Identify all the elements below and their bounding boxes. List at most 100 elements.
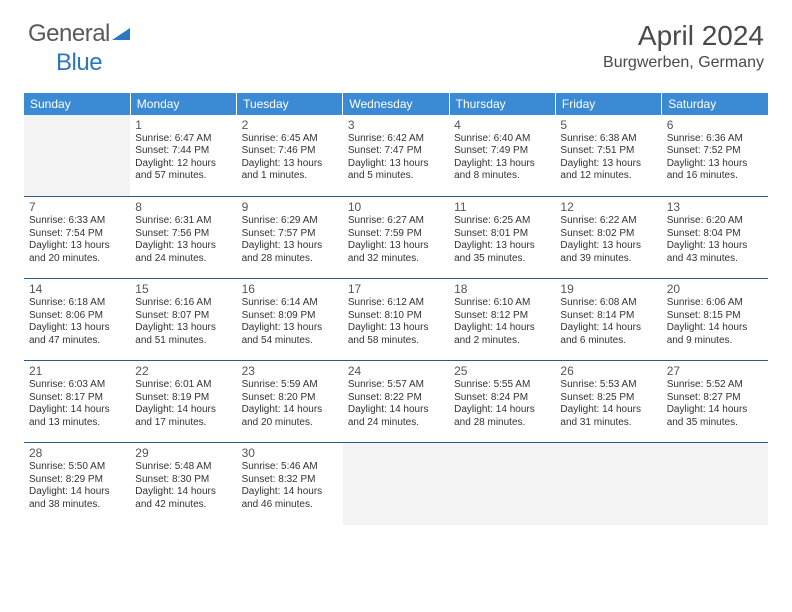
day-info: Sunrise: 6:18 AMSunset: 8:06 PMDaylight:… xyxy=(29,297,125,347)
calendar-cell xyxy=(662,443,768,525)
day-number: 21 xyxy=(29,364,125,378)
day-info: Sunrise: 6:16 AMSunset: 8:07 PMDaylight:… xyxy=(135,297,231,347)
sunset-text: Sunset: 8:30 PM xyxy=(135,474,231,487)
calendar-cell: 16Sunrise: 6:14 AMSunset: 8:09 PMDayligh… xyxy=(237,279,343,361)
day-info: Sunrise: 6:42 AMSunset: 7:47 PMDaylight:… xyxy=(348,133,444,183)
day-info: Sunrise: 6:08 AMSunset: 8:14 PMDaylight:… xyxy=(560,297,656,347)
day-number: 4 xyxy=(454,118,550,132)
calendar-cell: 25Sunrise: 5:55 AMSunset: 8:24 PMDayligh… xyxy=(449,361,555,443)
calendar-body: 1Sunrise: 6:47 AMSunset: 7:44 PMDaylight… xyxy=(24,115,768,525)
calendar-cell: 26Sunrise: 5:53 AMSunset: 8:25 PMDayligh… xyxy=(555,361,661,443)
day-info: Sunrise: 6:01 AMSunset: 8:19 PMDaylight:… xyxy=(135,379,231,429)
day-number: 10 xyxy=(348,200,444,214)
daylight-text: Daylight: 13 hours and 54 minutes. xyxy=(242,322,338,347)
sunrise-text: Sunrise: 6:22 AM xyxy=(560,215,656,228)
sunrise-text: Sunrise: 5:57 AM xyxy=(348,379,444,392)
day-number: 16 xyxy=(242,282,338,296)
day-number: 1 xyxy=(135,118,231,132)
sunset-text: Sunset: 8:02 PM xyxy=(560,228,656,241)
sunrise-text: Sunrise: 6:29 AM xyxy=(242,215,338,228)
day-number: 19 xyxy=(560,282,656,296)
sunrise-text: Sunrise: 5:46 AM xyxy=(242,461,338,474)
sunrise-text: Sunrise: 6:16 AM xyxy=(135,297,231,310)
daylight-text: Daylight: 13 hours and 58 minutes. xyxy=(348,322,444,347)
day-info: Sunrise: 6:14 AMSunset: 8:09 PMDaylight:… xyxy=(242,297,338,347)
daylight-text: Daylight: 13 hours and 32 minutes. xyxy=(348,240,444,265)
daylight-text: Daylight: 14 hours and 20 minutes. xyxy=(242,404,338,429)
location-subtitle: Burgwerben, Germany xyxy=(603,54,764,72)
calendar-cell: 9Sunrise: 6:29 AMSunset: 7:57 PMDaylight… xyxy=(237,197,343,279)
day-number: 2 xyxy=(242,118,338,132)
sunset-text: Sunset: 7:46 PM xyxy=(242,145,338,158)
calendar-cell: 30Sunrise: 5:46 AMSunset: 8:32 PMDayligh… xyxy=(237,443,343,525)
calendar-cell: 27Sunrise: 5:52 AMSunset: 8:27 PMDayligh… xyxy=(662,361,768,443)
sunset-text: Sunset: 7:49 PM xyxy=(454,145,550,158)
daylight-text: Daylight: 14 hours and 17 minutes. xyxy=(135,404,231,429)
day-number: 27 xyxy=(667,364,763,378)
sunrise-text: Sunrise: 5:55 AM xyxy=(454,379,550,392)
daylight-text: Daylight: 13 hours and 8 minutes. xyxy=(454,158,550,183)
calendar-cell: 4Sunrise: 6:40 AMSunset: 7:49 PMDaylight… xyxy=(449,115,555,197)
sunrise-text: Sunrise: 6:10 AM xyxy=(454,297,550,310)
daylight-text: Daylight: 12 hours and 57 minutes. xyxy=(135,158,231,183)
sunrise-text: Sunrise: 6:14 AM xyxy=(242,297,338,310)
day-number: 17 xyxy=(348,282,444,296)
sunrise-text: Sunrise: 6:18 AM xyxy=(29,297,125,310)
daylight-text: Daylight: 14 hours and 38 minutes. xyxy=(29,486,125,511)
calendar-cell: 11Sunrise: 6:25 AMSunset: 8:01 PMDayligh… xyxy=(449,197,555,279)
day-number: 28 xyxy=(29,446,125,460)
calendar-cell: 29Sunrise: 5:48 AMSunset: 8:30 PMDayligh… xyxy=(130,443,236,525)
sunrise-text: Sunrise: 6:27 AM xyxy=(348,215,444,228)
sunset-text: Sunset: 8:04 PM xyxy=(667,228,763,241)
calendar-week-row: 7Sunrise: 6:33 AMSunset: 7:54 PMDaylight… xyxy=(24,197,768,279)
day-info: Sunrise: 6:40 AMSunset: 7:49 PMDaylight:… xyxy=(454,133,550,183)
logo: GeneralBlue xyxy=(28,20,130,77)
calendar-cell: 14Sunrise: 6:18 AMSunset: 8:06 PMDayligh… xyxy=(24,279,130,361)
calendar-cell: 18Sunrise: 6:10 AMSunset: 8:12 PMDayligh… xyxy=(449,279,555,361)
calendar-cell: 2Sunrise: 6:45 AMSunset: 7:46 PMDaylight… xyxy=(237,115,343,197)
day-header: Thursday xyxy=(449,93,555,115)
daylight-text: Daylight: 14 hours and 31 minutes. xyxy=(560,404,656,429)
daylight-text: Daylight: 14 hours and 46 minutes. xyxy=(242,486,338,511)
day-info: Sunrise: 5:46 AMSunset: 8:32 PMDaylight:… xyxy=(242,461,338,511)
day-info: Sunrise: 6:33 AMSunset: 7:54 PMDaylight:… xyxy=(29,215,125,265)
day-number: 5 xyxy=(560,118,656,132)
sunrise-text: Sunrise: 6:06 AM xyxy=(667,297,763,310)
calendar-table: SundayMondayTuesdayWednesdayThursdayFrid… xyxy=(24,93,768,525)
daylight-text: Daylight: 13 hours and 12 minutes. xyxy=(560,158,656,183)
day-info: Sunrise: 6:22 AMSunset: 8:02 PMDaylight:… xyxy=(560,215,656,265)
day-info: Sunrise: 6:38 AMSunset: 7:51 PMDaylight:… xyxy=(560,133,656,183)
day-number: 7 xyxy=(29,200,125,214)
day-info: Sunrise: 6:06 AMSunset: 8:15 PMDaylight:… xyxy=(667,297,763,347)
day-info: Sunrise: 5:57 AMSunset: 8:22 PMDaylight:… xyxy=(348,379,444,429)
sunrise-text: Sunrise: 6:38 AM xyxy=(560,133,656,146)
sunrise-text: Sunrise: 6:01 AM xyxy=(135,379,231,392)
day-number: 12 xyxy=(560,200,656,214)
calendar-cell xyxy=(343,443,449,525)
logo-triangle-icon xyxy=(112,21,130,49)
sunset-text: Sunset: 8:12 PM xyxy=(454,310,550,323)
sunset-text: Sunset: 8:07 PM xyxy=(135,310,231,323)
day-number: 30 xyxy=(242,446,338,460)
sunrise-text: Sunrise: 5:52 AM xyxy=(667,379,763,392)
logo-word2: Blue xyxy=(56,49,102,76)
sunrise-text: Sunrise: 5:59 AM xyxy=(242,379,338,392)
day-info: Sunrise: 5:53 AMSunset: 8:25 PMDaylight:… xyxy=(560,379,656,429)
sunset-text: Sunset: 8:25 PM xyxy=(560,392,656,405)
sunrise-text: Sunrise: 6:03 AM xyxy=(29,379,125,392)
sunset-text: Sunset: 8:15 PM xyxy=(667,310,763,323)
day-info: Sunrise: 6:20 AMSunset: 8:04 PMDaylight:… xyxy=(667,215,763,265)
day-number: 3 xyxy=(348,118,444,132)
sunset-text: Sunset: 8:32 PM xyxy=(242,474,338,487)
sunset-text: Sunset: 7:54 PM xyxy=(29,228,125,241)
sunset-text: Sunset: 8:20 PM xyxy=(242,392,338,405)
daylight-text: Daylight: 13 hours and 51 minutes. xyxy=(135,322,231,347)
sunrise-text: Sunrise: 6:36 AM xyxy=(667,133,763,146)
calendar-cell: 6Sunrise: 6:36 AMSunset: 7:52 PMDaylight… xyxy=(662,115,768,197)
day-info: Sunrise: 6:12 AMSunset: 8:10 PMDaylight:… xyxy=(348,297,444,347)
daylight-text: Daylight: 13 hours and 28 minutes. xyxy=(242,240,338,265)
daylight-text: Daylight: 14 hours and 24 minutes. xyxy=(348,404,444,429)
sunset-text: Sunset: 8:24 PM xyxy=(454,392,550,405)
logo-text: GeneralBlue xyxy=(28,20,130,77)
calendar-cell: 8Sunrise: 6:31 AMSunset: 7:56 PMDaylight… xyxy=(130,197,236,279)
